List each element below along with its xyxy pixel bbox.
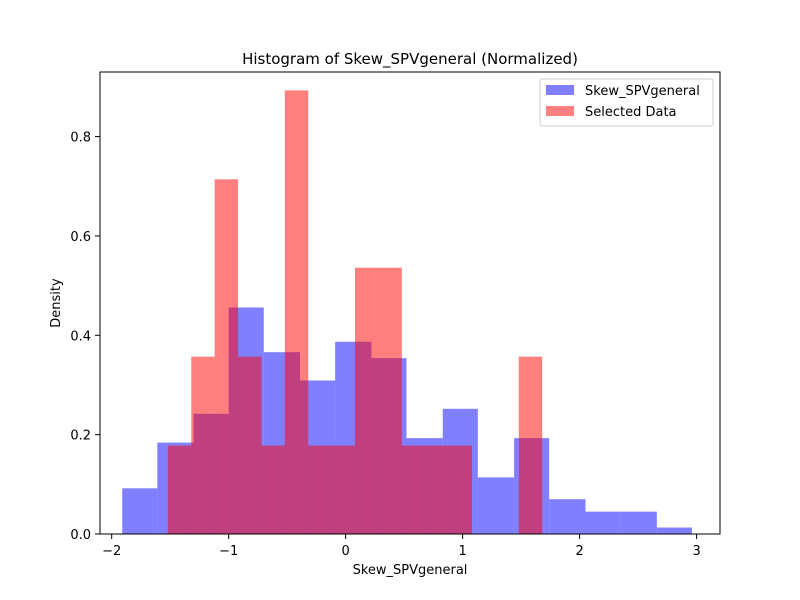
histogram-bar-series-1-bin-13 — [518, 356, 543, 534]
histogram-bar-series-0-bin-14 — [620, 511, 657, 534]
histogram-bar-series-0-bin-12 — [549, 499, 586, 534]
y-tick-label: 0.6 — [70, 230, 91, 245]
histogram-bar-series-0-bin-0 — [122, 488, 158, 534]
x-tick-label: −2 — [102, 544, 121, 559]
x-tick-label: 0 — [342, 544, 350, 559]
y-tick-label: 0.0 — [70, 528, 91, 543]
histogram-bar-series-0-bin-15 — [656, 527, 692, 534]
x-tick-label: −1 — [219, 544, 238, 559]
histogram-bar-series-0-bin-13 — [585, 511, 621, 534]
histogram-bar-series-1-bin-6 — [308, 445, 332, 534]
histogram-bar-series-1-bin-8 — [355, 267, 379, 534]
histogram-bar-series-1-bin-11 — [425, 445, 449, 534]
y-tick-label: 0.4 — [70, 329, 91, 344]
x-tick-label: 1 — [459, 544, 467, 559]
histogram-bar-series-0-bin-10 — [477, 477, 515, 534]
x-axis-title: Skew_SPVgeneral — [353, 563, 468, 578]
legend-swatch-selected-data — [546, 106, 574, 116]
legend-box — [539, 78, 714, 127]
legend-swatch-skew-spvgeneral — [546, 85, 574, 95]
legend-label-selected-data: Selected Data — [585, 105, 677, 120]
y-axis: 0.0 0.2 0.4 0.6 0.8 — [70, 131, 100, 543]
y-axis-title: Density — [49, 278, 64, 328]
bars-layer — [122, 90, 692, 535]
chart-title: Histogram of Skew_SPVgeneral (Normalized… — [242, 50, 578, 69]
legend-label-skew-spvgeneral: Skew_SPVgeneral — [585, 84, 700, 99]
x-tick-label: 3 — [692, 544, 700, 559]
histogram-bar-series-1-bin-1 — [191, 356, 215, 534]
histogram-bar-series-1-bin-2 — [214, 179, 239, 535]
histogram-bar-series-1-bin-5 — [284, 90, 309, 534]
histogram-bar-series-1-bin-12 — [448, 445, 472, 534]
plot-frame — [99, 71, 721, 535]
histogram-bar-series-1-bin-9 — [378, 267, 402, 534]
x-tick-label: 2 — [575, 544, 583, 559]
histogram-bar-series-1-bin-0 — [167, 445, 192, 534]
legend: Skew_SPVgeneral Selected Data — [539, 78, 714, 127]
histogram-bar-series-1-bin-10 — [401, 445, 426, 534]
histogram-bar-series-1-bin-7 — [331, 445, 356, 534]
x-axis: −2 −1 0 1 2 3 — [102, 534, 701, 559]
histogram-bar-series-1-bin-3 — [238, 356, 262, 534]
y-tick-label: 0.8 — [70, 131, 91, 146]
histogram-bar-series-1-bin-4 — [261, 445, 285, 534]
y-tick-label: 0.2 — [70, 429, 91, 444]
